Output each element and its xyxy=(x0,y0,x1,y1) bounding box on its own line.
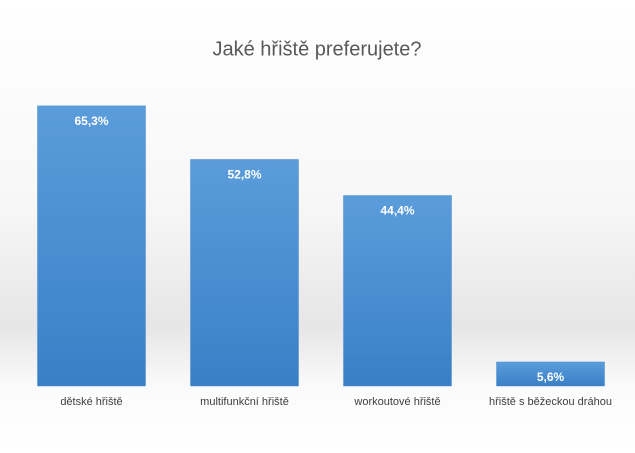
bar xyxy=(37,105,146,387)
chart-title: Jaké hřiště preferujete? xyxy=(212,38,421,60)
x-tick-label: workoutové hřiště xyxy=(353,396,440,408)
bar xyxy=(496,361,605,387)
bar xyxy=(190,159,299,387)
x-tick-label: dětské hřiště xyxy=(60,396,122,408)
data-label: 5,6% xyxy=(537,370,565,384)
x-tick-label: multifunkční hřiště xyxy=(200,396,289,408)
data-label: 44,4% xyxy=(380,204,414,218)
bar xyxy=(343,195,452,387)
data-label: 52,8% xyxy=(227,168,261,182)
data-label: 65,3% xyxy=(74,114,108,128)
x-tick-label: hřiště s běžeckou dráhou xyxy=(489,396,612,408)
